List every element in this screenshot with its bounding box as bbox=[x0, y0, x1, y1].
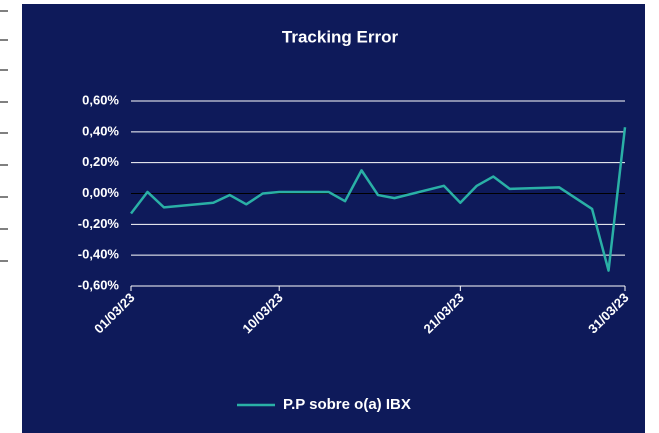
y-tick-label: 0,40% bbox=[82, 123, 119, 138]
chart-title: Tracking Error bbox=[282, 27, 399, 46]
chart-background bbox=[22, 4, 645, 433]
y-tick-label: 0,00% bbox=[82, 185, 119, 200]
edge-dashes bbox=[0, 10, 8, 262]
y-tick-label: 0,20% bbox=[82, 154, 119, 169]
y-tick-label: -0,60% bbox=[78, 277, 120, 292]
y-tick-label: -0,40% bbox=[78, 247, 120, 262]
y-tick-label: -0,20% bbox=[78, 216, 120, 231]
legend-label: P.P sobre o(a) IBX bbox=[283, 396, 411, 413]
series-line bbox=[130, 127, 627, 272]
y-tick-label: 0,60% bbox=[82, 92, 119, 107]
